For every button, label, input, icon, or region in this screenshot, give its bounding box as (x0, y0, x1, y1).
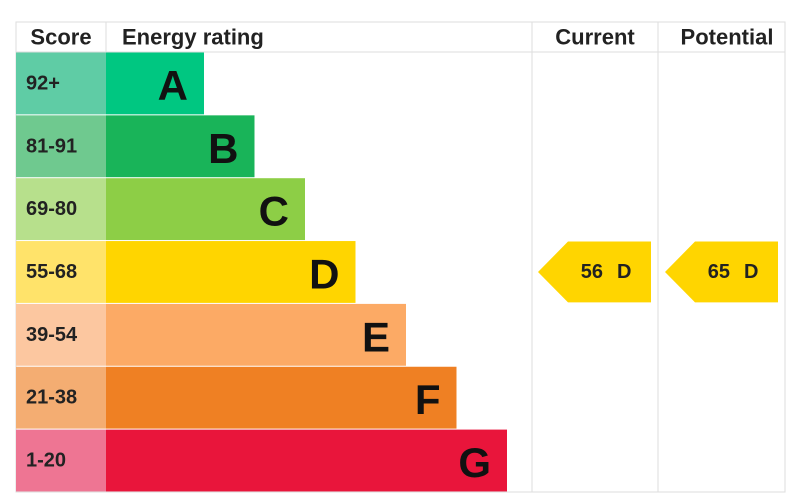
arrow-band: D (744, 261, 758, 283)
header-score: Score (30, 25, 91, 50)
rating-bar (106, 429, 507, 492)
rating-arrow (665, 241, 778, 303)
header-current: Current (555, 25, 635, 50)
rating-arrow (538, 241, 651, 303)
score-label: 92+ (26, 72, 60, 94)
rating-letter: E (362, 313, 390, 360)
rating-bar (106, 303, 406, 366)
header-rating: Energy rating (122, 25, 264, 50)
score-cell (16, 303, 106, 366)
rating-letter: G (458, 439, 491, 486)
rating-bar (106, 52, 204, 115)
score-label: 81-91 (26, 135, 77, 157)
rating-bar (106, 241, 356, 303)
rating-bar (106, 366, 457, 429)
rating-letter: A (158, 62, 188, 109)
score-label: 1-20 (26, 450, 66, 472)
score-cell (16, 241, 106, 303)
score-cell (16, 178, 106, 241)
arrow-score: 56 (581, 261, 603, 283)
score-label: 69-80 (26, 198, 77, 220)
score-cell (16, 366, 106, 429)
rating-bar (106, 178, 305, 241)
rating-bar (106, 115, 255, 178)
rating-letter: C (259, 188, 289, 235)
score-label: 55-68 (26, 261, 77, 283)
rating-letter: F (415, 376, 441, 423)
rating-letter: D (309, 250, 339, 297)
score-cell (16, 115, 106, 178)
score-label: 39-54 (26, 324, 78, 346)
rating-letter: B (208, 125, 238, 172)
arrow-score: 65 (708, 261, 730, 283)
arrow-band: D (617, 261, 631, 283)
header-potential: Potential (681, 25, 774, 50)
score-cell (16, 429, 106, 492)
score-cell (16, 52, 106, 115)
score-label: 21-38 (26, 387, 77, 409)
